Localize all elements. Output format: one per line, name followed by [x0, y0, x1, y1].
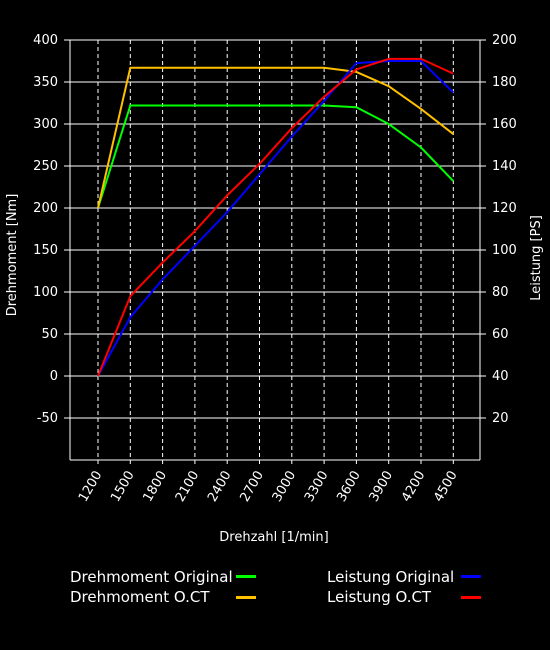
series-line-drehmoment-original — [97, 104, 455, 209]
legend-swatch-green — [236, 575, 256, 578]
y-tick-label-left: -50 — [37, 411, 58, 426]
y-tick-label-right: 200 — [492, 33, 517, 48]
y-tick-label-right: 100 — [492, 243, 517, 258]
legend-item-leistung-original: Leistung Original — [327, 567, 454, 587]
x-tick-label: 2700 — [237, 469, 267, 505]
y-tick-label-left: 50 — [41, 327, 58, 342]
y-tick-label-left: 200 — [33, 201, 58, 216]
x-tick-label: 4200 — [399, 469, 429, 505]
series-line-leistung-original — [97, 60, 454, 377]
y-tick-label-right: 120 — [492, 201, 517, 216]
y-tick-label-left: 250 — [33, 159, 58, 174]
y-tick-label-left: 350 — [33, 75, 58, 90]
x-tick-label: 3300 — [302, 469, 332, 505]
y-tick-label-left: 300 — [33, 117, 58, 132]
y-tick-label-right: 140 — [492, 159, 517, 174]
y-tick-label-left: 0 — [50, 369, 58, 384]
y-tick-label-left: 400 — [33, 33, 58, 48]
x-tick-label: 3000 — [270, 469, 300, 505]
tick-labels: 400 350 300 250 200 150 100 50 0 -50 200 180 160 140 1… — [33, 33, 517, 505]
y-tick-label-right: 160 — [492, 117, 517, 132]
y-tick-label-left: 150 — [33, 243, 58, 258]
x-tick-label: 1500 — [108, 469, 138, 505]
series-lines — [97, 57, 455, 377]
x-tick-label: 1200 — [76, 469, 106, 505]
x-tick-label: 2100 — [173, 469, 203, 505]
x-tick-label: 3900 — [367, 469, 397, 505]
y-axis-title-right: Leistung [PS] — [529, 215, 544, 301]
x-tick-label: 3600 — [334, 469, 364, 505]
y-tick-label-right: 20 — [492, 411, 509, 426]
legend-swatch-blue — [461, 575, 481, 578]
legend-label: Drehmoment Original — [70, 568, 233, 586]
legend-swatch-red — [461, 596, 481, 599]
series-line-leistung-o-ct — [97, 57, 454, 377]
y-tick-label-right: 40 — [492, 369, 509, 384]
legend-item-drehmoment-original: Drehmoment Original — [70, 567, 233, 587]
legend-item-leistung-oct: Leistung O.CT — [327, 587, 431, 607]
legend-label: Drehmoment O.CT — [70, 588, 210, 606]
x-axis-title: Drehzahl [1/min] — [219, 530, 328, 545]
series-line-drehmoment-o-ct — [97, 66, 454, 209]
legend-label: Leistung Original — [327, 568, 455, 586]
legend-item-drehmoment-oct: Drehmoment O.CT — [70, 587, 210, 607]
y-tick-label-left: 100 — [33, 285, 58, 300]
y-tick-label-right: 180 — [492, 75, 517, 90]
y-axis-title-left: Drehmoment [Nm] — [5, 194, 20, 317]
x-tick-label: 2400 — [205, 469, 235, 505]
legend-label: Leistung O.CT — [327, 588, 432, 606]
x-tick-label: 1800 — [141, 469, 171, 505]
y-tick-label-right: 80 — [492, 285, 509, 300]
grid — [64, 39, 486, 466]
y-tick-label-right: 60 — [492, 327, 509, 342]
legend-swatch-orange — [236, 596, 256, 599]
x-tick-label: 4500 — [431, 469, 461, 505]
